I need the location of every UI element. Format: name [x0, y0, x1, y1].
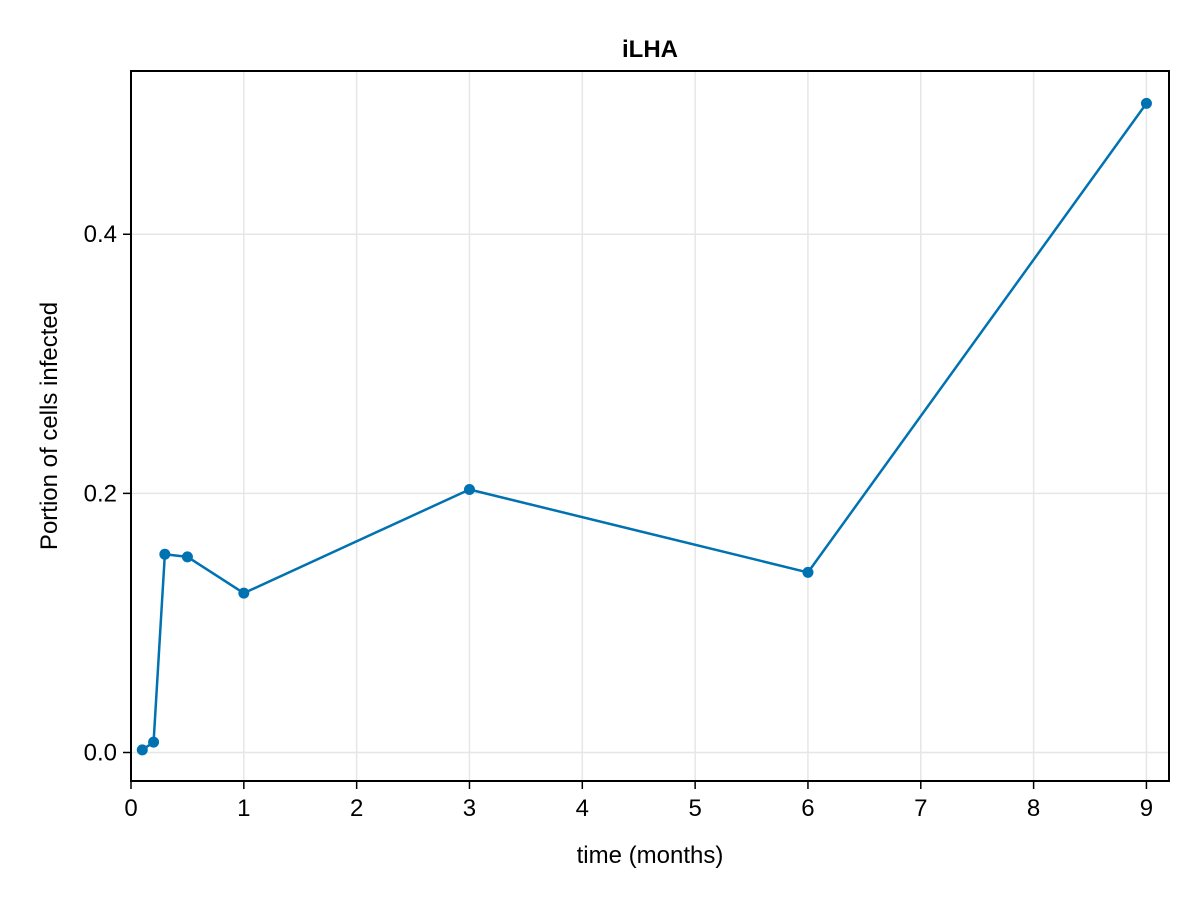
ticks: 0 1 2 3 4 5 6 7 8 9 0.0 0.2 0.4 — [84, 221, 1153, 822]
x-tick-label: 2 — [350, 795, 363, 822]
x-tick-label: 6 — [801, 795, 814, 822]
series-layer — [136, 97, 1152, 756]
data-point — [181, 551, 193, 563]
data-point — [238, 587, 250, 599]
grid — [130, 71, 1169, 781]
data-point — [1140, 97, 1152, 109]
x-tick-label: 4 — [576, 795, 589, 822]
x-tick-label: 7 — [914, 795, 927, 822]
y-tick-label: 0.0 — [84, 739, 117, 766]
series-line — [141, 102, 1148, 751]
data-point — [136, 744, 148, 756]
chart-title: iLHA — [622, 36, 678, 63]
y-tick-label: 0.4 — [84, 221, 117, 248]
x-tick-label: 1 — [237, 795, 250, 822]
data-point — [148, 736, 160, 748]
data-point — [463, 483, 475, 495]
x-tick-label: 5 — [688, 795, 701, 822]
data-point — [802, 566, 814, 578]
plot-frame — [130, 70, 1170, 782]
x-tick-label: 9 — [1140, 795, 1153, 822]
x-axis-title: time (months) — [577, 842, 724, 869]
x-tick-label: 3 — [463, 795, 476, 822]
x-tick-label: 0 — [124, 795, 137, 822]
y-axis-title: Portion of cells infected — [36, 302, 63, 550]
x-tick-label: 8 — [1027, 795, 1040, 822]
data-point — [159, 548, 171, 560]
y-tick-label: 0.2 — [84, 480, 117, 507]
